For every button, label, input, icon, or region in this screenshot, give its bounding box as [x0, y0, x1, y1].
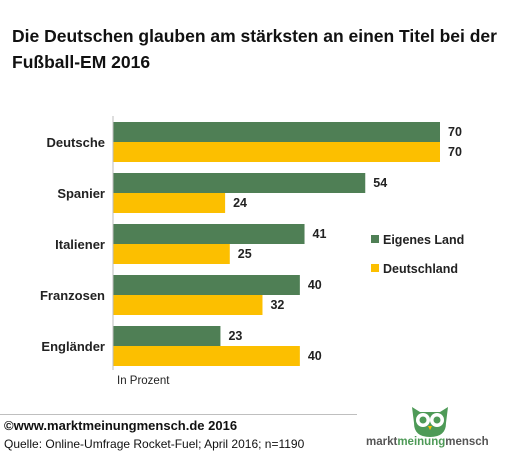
data-label: 40	[308, 349, 322, 363]
category-label: Engländer	[41, 339, 105, 354]
source-text: Quelle: Online-Umfrage Rocket-Fuel; Apri…	[4, 437, 305, 451]
bar-eigenes-land	[113, 224, 305, 244]
data-label: 32	[270, 298, 284, 312]
category-label: Deutsche	[46, 135, 105, 150]
owl-logo-icon	[412, 407, 448, 437]
data-label: 24	[233, 196, 247, 210]
bar-eigenes-land	[113, 122, 440, 142]
legend-label: Deutschland	[383, 262, 458, 276]
unit-note: In Prozent	[117, 375, 170, 387]
bar-deutschland	[113, 346, 300, 366]
chart-title: Die Deutschen glauben am stärksten an ei…	[12, 26, 497, 72]
brand-logo: marktmeinungmensch	[366, 403, 516, 461]
category-label: Spanier	[57, 186, 105, 201]
category-label: Franzosen	[40, 288, 105, 303]
legend-label: Eigenes Land	[383, 233, 464, 247]
data-label: 70	[448, 125, 462, 139]
bar-deutschland	[113, 142, 440, 162]
footer-divider	[0, 414, 357, 415]
data-label: 23	[228, 329, 242, 343]
bar-eigenes-land	[113, 173, 366, 193]
bar-eigenes-land	[113, 326, 221, 346]
bar-deutschland	[113, 244, 230, 264]
data-label: 40	[308, 278, 322, 292]
data-label: 54	[373, 176, 387, 190]
category-label: Italiener	[55, 237, 105, 252]
bar-eigenes-land	[113, 275, 300, 295]
logo-wordmark: marktmeinungmensch	[366, 436, 489, 448]
bar-chart: Deutsche 70 70 Spanier 54 24 Italiener 41 25 Fran…	[40, 116, 464, 387]
data-label: 70	[448, 145, 462, 159]
copyright-text: ©www.marktmeinungmensch.de 2016	[4, 418, 238, 433]
data-label: 25	[238, 247, 252, 261]
legend-swatch	[371, 235, 379, 243]
data-label: 41	[313, 227, 327, 241]
legend-swatch	[371, 264, 379, 272]
bar-deutschland	[113, 193, 226, 213]
bar-deutschland	[113, 295, 263, 315]
